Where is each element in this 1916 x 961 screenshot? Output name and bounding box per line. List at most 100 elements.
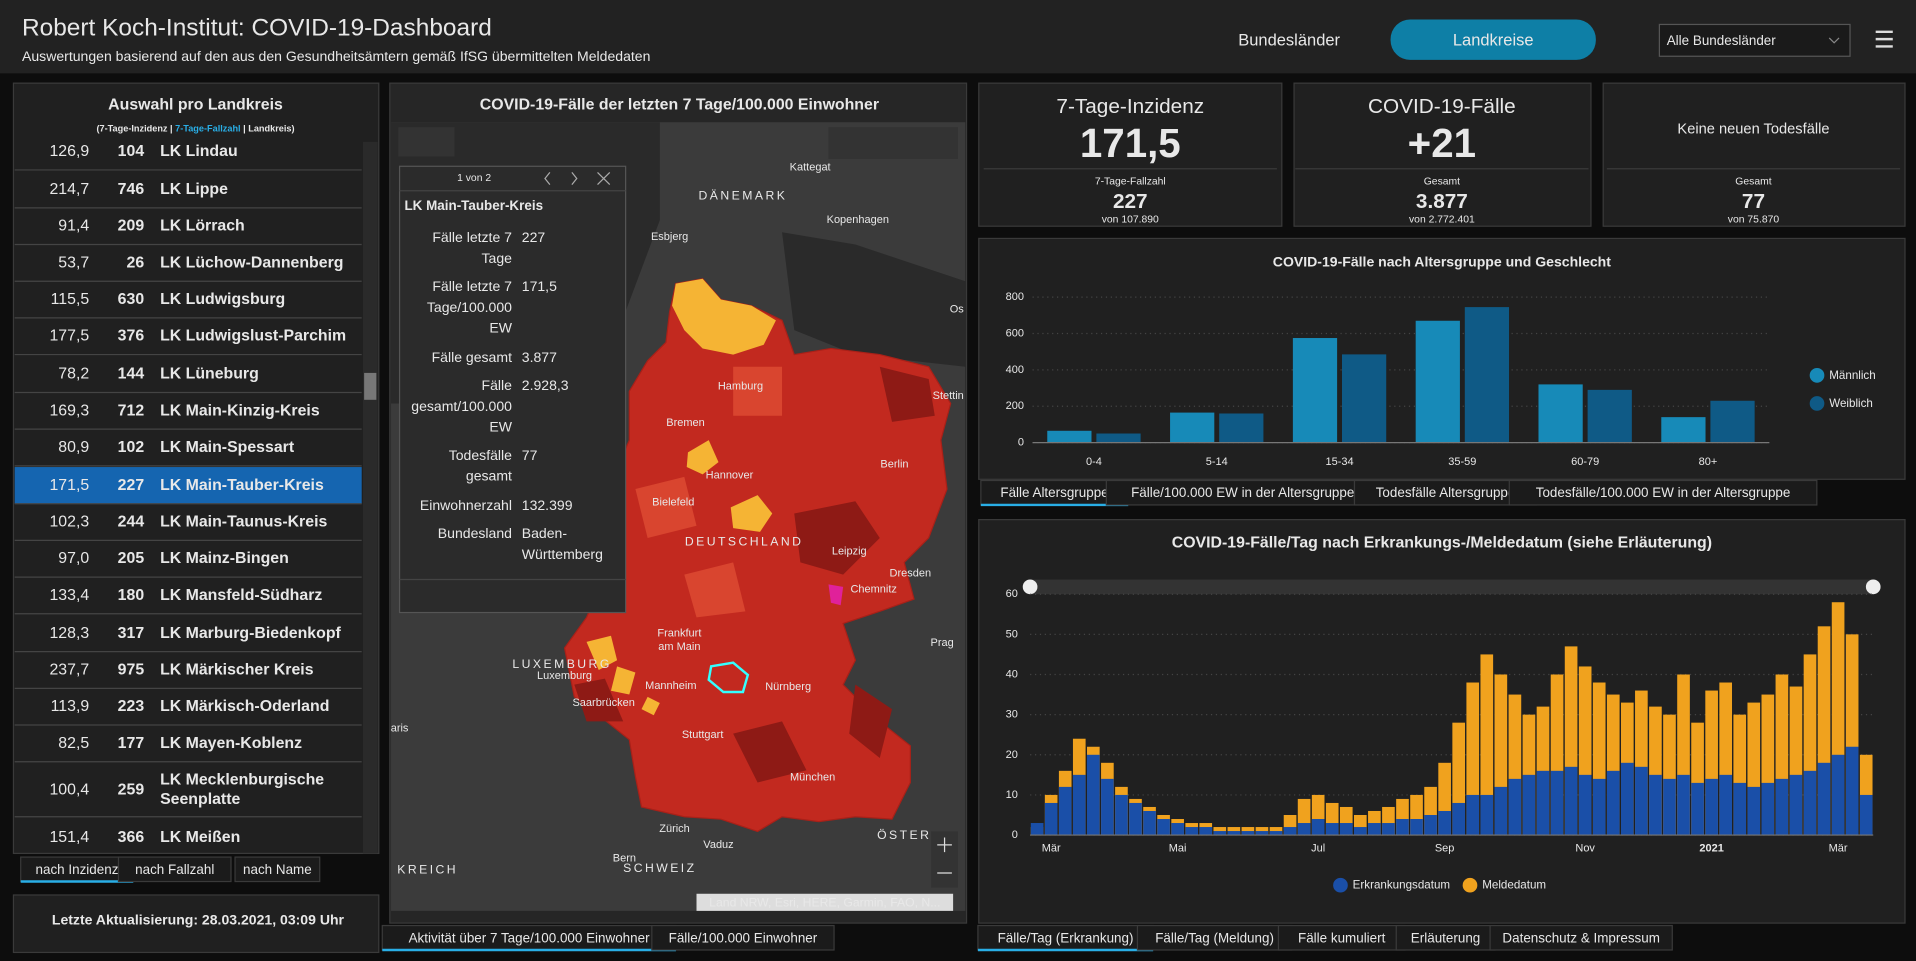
case-count[interactable]: 712: [118, 402, 145, 419]
incidence[interactable]: 177,5: [49, 328, 89, 345]
tab[interactable]: [1105, 479, 1380, 506]
bar[interactable]: [1508, 778, 1522, 836]
bar[interactable]: [1719, 774, 1733, 836]
bar[interactable]: [1143, 810, 1156, 836]
incidence[interactable]: 169,3: [49, 402, 89, 419]
bar[interactable]: [1213, 831, 1227, 836]
bar[interactable]: [1789, 774, 1803, 836]
bar[interactable]: [1635, 766, 1648, 836]
menu-icon[interactable]: [1875, 30, 1893, 48]
bar[interactable]: [1480, 654, 1494, 836]
case-count[interactable]: 259: [118, 781, 145, 798]
district-name[interactable]: LK Lüneburg: [160, 366, 259, 383]
tab[interactable]: [1508, 479, 1818, 506]
case-count[interactable]: 227: [118, 477, 145, 494]
bar[interactable]: [1171, 823, 1184, 836]
bar[interactable]: [1424, 814, 1437, 836]
district-name[interactable]: LK Mainz-Bingen: [160, 550, 289, 567]
district-name[interactable]: LK Main-Taunus-Kreis: [160, 514, 327, 531]
bar[interactable]: [1464, 307, 1510, 443]
bar[interactable]: [1661, 417, 1706, 443]
tab-label[interactable]: nach Name: [243, 862, 312, 877]
bar[interactable]: [1219, 413, 1264, 443]
bar[interactable]: [1087, 754, 1100, 836]
bar[interactable]: [1452, 802, 1466, 836]
tab-label[interactable]: Datenschutz & Impressum: [1502, 930, 1660, 945]
incidence[interactable]: 91,4: [58, 218, 89, 235]
bar[interactable]: [1691, 782, 1704, 836]
bar[interactable]: [1241, 831, 1255, 836]
slider-handle[interactable]: [1865, 579, 1881, 595]
bar[interactable]: [1292, 338, 1338, 443]
case-count[interactable]: 205: [118, 550, 145, 567]
bar[interactable]: [1761, 782, 1775, 836]
bar[interactable]: [1353, 827, 1367, 836]
tab[interactable]: [117, 856, 232, 883]
case-count[interactable]: 223: [118, 698, 145, 715]
bar[interactable]: [1578, 774, 1592, 836]
bar[interactable]: [1410, 819, 1423, 836]
tab-label[interactable]: nach Inzidenz: [36, 862, 119, 877]
bar[interactable]: [1199, 827, 1213, 836]
bar[interactable]: [1536, 770, 1550, 836]
bar[interactable]: [1733, 782, 1747, 836]
bar[interactable]: [1341, 354, 1387, 443]
incidence[interactable]: 78,2: [58, 366, 89, 383]
bar[interactable]: [1606, 770, 1620, 836]
tab-label[interactable]: Todesfälle Altersgruppe: [1376, 485, 1516, 500]
slider-handle[interactable]: [1022, 579, 1038, 595]
tab[interactable]: [980, 479, 1129, 506]
bar[interactable]: [1538, 384, 1583, 443]
tab-label[interactable]: Fälle kumuliert: [1298, 930, 1386, 945]
incidence[interactable]: 151,4: [49, 829, 89, 846]
case-count[interactable]: 376: [118, 328, 145, 345]
bar[interactable]: [1564, 766, 1578, 836]
district-name[interactable]: LK Mecklenburgische: [160, 772, 324, 789]
bar[interactable]: [1129, 802, 1142, 836]
bar[interactable]: [1677, 774, 1690, 836]
tab-label[interactable]: Todesfälle/100.000 EW in der Altersgrupp…: [1536, 485, 1791, 500]
district-name[interactable]: Seenplatte: [160, 791, 240, 808]
bar[interactable]: [1058, 786, 1072, 836]
district-name[interactable]: LK Mansfeld-Südharz: [160, 587, 322, 604]
tab-label[interactable]: nach Fallzahl: [135, 862, 214, 877]
bar[interactable]: [1775, 778, 1789, 836]
case-count[interactable]: 26: [127, 254, 145, 271]
bar[interactable]: [1227, 831, 1241, 836]
bar[interactable]: [1522, 774, 1536, 836]
case-count[interactable]: 102: [118, 439, 145, 456]
incidence[interactable]: 214,7: [49, 181, 89, 198]
bar[interactable]: [1382, 823, 1395, 836]
bar[interactable]: [1494, 786, 1508, 836]
bar[interactable]: [1859, 794, 1873, 836]
case-count[interactable]: 630: [118, 291, 145, 308]
tab-label[interactable]: Fälle/100.000 Einwohner: [669, 930, 818, 945]
bar[interactable]: [1663, 778, 1676, 836]
nav-active[interactable]: [1390, 19, 1596, 60]
incidence[interactable]: 171,5: [49, 477, 89, 494]
district-name[interactable]: LK Lindau: [160, 143, 238, 160]
tab-label[interactable]: Fälle/100.000 EW in der Altersgruppe: [1131, 485, 1354, 500]
popup-controls[interactable]: [544, 171, 611, 186]
bar[interactable]: [1747, 786, 1761, 836]
bar[interactable]: [1710, 400, 1755, 443]
bar[interactable]: [1396, 819, 1409, 836]
scroll-thumb[interactable]: [364, 372, 377, 400]
tab[interactable]: [1277, 924, 1406, 951]
bar[interactable]: [1415, 320, 1460, 443]
incidence[interactable]: 53,7: [58, 254, 89, 271]
nav-link[interactable]: Landkreise: [1453, 31, 1534, 49]
district-name[interactable]: LK Ludwigsburg: [160, 291, 285, 308]
bar[interactable]: [1620, 762, 1634, 836]
tab-label[interactable]: Fälle/Tag (Erkrankung): [998, 930, 1134, 945]
tab[interactable]: [234, 856, 321, 883]
incidence[interactable]: 126,9: [49, 143, 89, 160]
bar[interactable]: [1587, 389, 1632, 443]
bar[interactable]: [1705, 778, 1718, 836]
incidence[interactable]: 80,9: [58, 439, 89, 456]
case-count[interactable]: 209: [118, 218, 145, 235]
case-count[interactable]: 244: [118, 514, 145, 531]
bar[interactable]: [1831, 754, 1845, 836]
bar[interactable]: [1438, 810, 1451, 836]
tab[interactable]: [20, 856, 134, 883]
